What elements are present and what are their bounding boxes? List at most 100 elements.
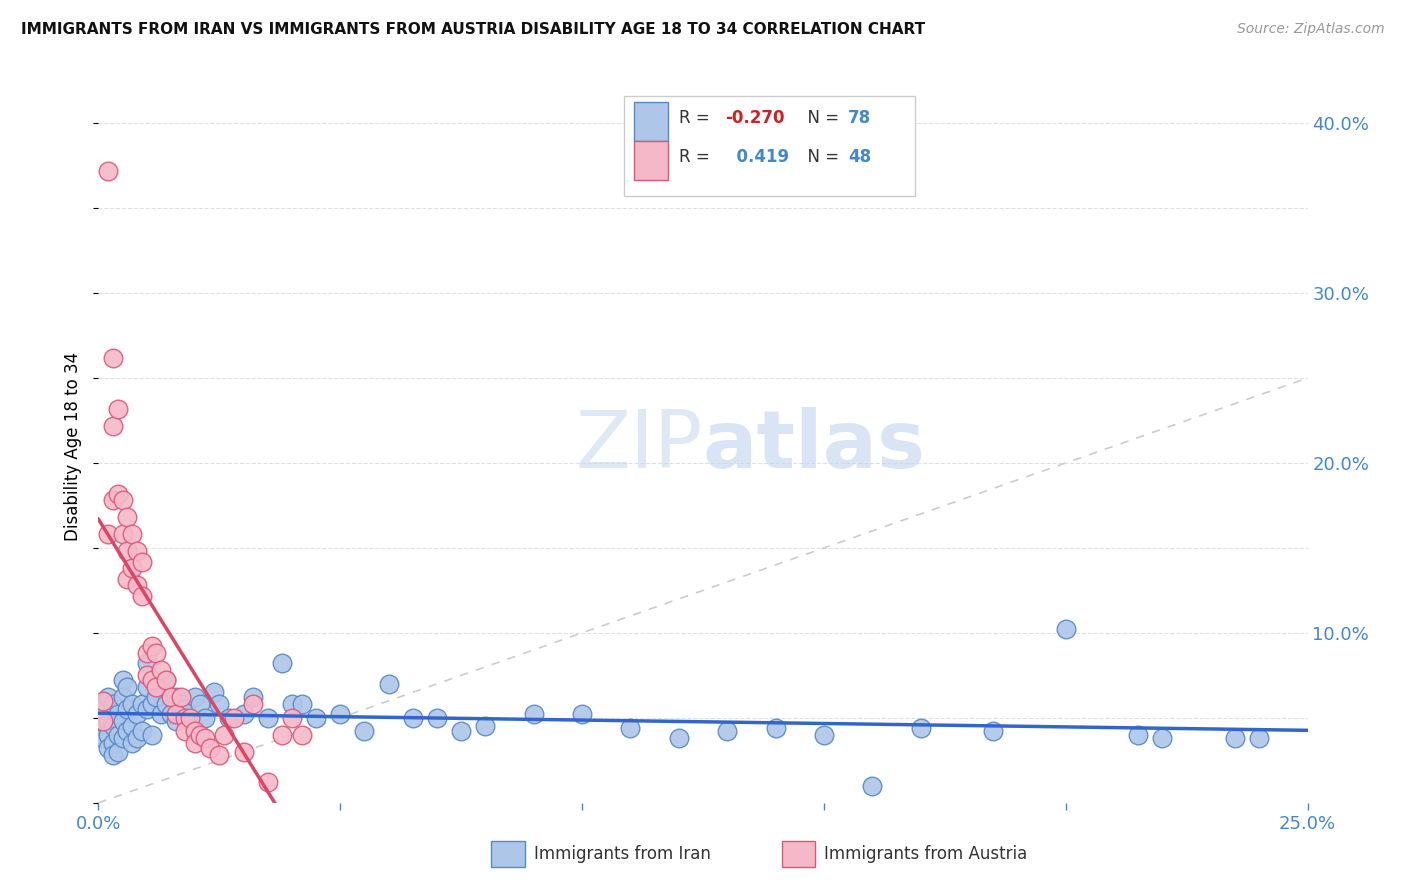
Point <box>135 657 157 671</box>
Point <box>127 707 149 722</box>
Point <box>198 741 221 756</box>
Point <box>101 418 124 433</box>
Point <box>97 741 120 756</box>
Point <box>145 680 167 694</box>
Point <box>208 748 231 763</box>
Point <box>271 728 294 742</box>
Point <box>150 663 173 677</box>
Point <box>97 527 120 541</box>
Point <box>131 724 153 739</box>
Point <box>150 707 173 722</box>
Point <box>101 719 124 733</box>
Y-axis label: Disability Age 18 to 34: Disability Age 18 to 34 <box>65 351 83 541</box>
Point <box>184 736 207 750</box>
Point <box>97 163 120 178</box>
Point <box>121 719 143 733</box>
Point <box>91 731 114 746</box>
Point <box>155 673 177 688</box>
Point <box>194 731 217 746</box>
Point <box>290 698 312 712</box>
Point <box>716 724 738 739</box>
Text: 0.419: 0.419 <box>724 148 789 166</box>
Text: 78: 78 <box>848 109 872 127</box>
Point <box>218 711 240 725</box>
Point <box>377 677 399 691</box>
Point <box>179 711 201 725</box>
Point <box>107 486 129 500</box>
FancyBboxPatch shape <box>634 102 668 141</box>
Point <box>281 711 304 725</box>
Point <box>668 731 690 746</box>
Point <box>1128 728 1150 742</box>
Point <box>212 728 235 742</box>
Point <box>117 572 139 586</box>
FancyBboxPatch shape <box>782 841 815 867</box>
Point <box>242 698 264 712</box>
Text: N =: N = <box>797 109 845 127</box>
Point <box>523 707 546 722</box>
Point <box>101 698 124 712</box>
Point <box>91 698 114 712</box>
Point <box>101 736 124 750</box>
Point <box>222 711 245 725</box>
Text: ZIP: ZIP <box>575 407 703 485</box>
Point <box>619 721 641 735</box>
Point <box>91 719 114 733</box>
Text: Source: ZipAtlas.com: Source: ZipAtlas.com <box>1237 22 1385 37</box>
Point <box>121 561 143 575</box>
Point <box>204 685 226 699</box>
Point <box>101 748 124 763</box>
Point <box>571 707 593 722</box>
Point <box>145 690 167 705</box>
Text: Immigrants from Iran: Immigrants from Iran <box>534 846 710 863</box>
Point <box>111 731 134 746</box>
FancyBboxPatch shape <box>492 841 526 867</box>
Point <box>1249 731 1271 746</box>
Point <box>97 714 120 729</box>
Point <box>165 707 187 722</box>
Point <box>121 527 143 541</box>
Point <box>97 690 120 705</box>
Point <box>194 711 217 725</box>
Point <box>141 640 163 654</box>
Point <box>860 779 883 793</box>
Point <box>141 673 163 688</box>
Point <box>101 493 124 508</box>
Point <box>329 707 352 722</box>
Point <box>271 657 294 671</box>
Point <box>135 680 157 694</box>
Point <box>127 544 149 558</box>
Point <box>281 698 304 712</box>
Text: N =: N = <box>797 148 845 166</box>
Point <box>1223 731 1246 746</box>
Text: Immigrants from Austria: Immigrants from Austria <box>824 846 1028 863</box>
Point <box>353 724 375 739</box>
Point <box>145 646 167 660</box>
Point <box>426 711 449 725</box>
Point <box>174 724 197 739</box>
Point <box>242 690 264 705</box>
Point <box>117 680 139 694</box>
Point <box>1054 623 1077 637</box>
Point <box>131 698 153 712</box>
Point <box>111 714 134 729</box>
Point <box>169 698 191 712</box>
Point <box>107 745 129 759</box>
Point <box>135 702 157 716</box>
Point <box>111 690 134 705</box>
Point <box>174 702 197 716</box>
Text: R =: R = <box>679 148 714 166</box>
Point <box>474 719 496 733</box>
Point <box>127 731 149 746</box>
Point <box>256 775 278 789</box>
Point <box>117 544 139 558</box>
Point <box>232 745 254 759</box>
Text: R =: R = <box>679 109 714 127</box>
Text: 48: 48 <box>848 148 872 166</box>
Point <box>121 736 143 750</box>
Text: IMMIGRANTS FROM IRAN VS IMMIGRANTS FROM AUSTRIA DISABILITY AGE 18 TO 34 CORRELAT: IMMIGRANTS FROM IRAN VS IMMIGRANTS FROM … <box>21 22 925 37</box>
Point <box>117 702 139 716</box>
Point <box>131 589 153 603</box>
Point <box>160 707 183 722</box>
Point <box>117 724 139 739</box>
